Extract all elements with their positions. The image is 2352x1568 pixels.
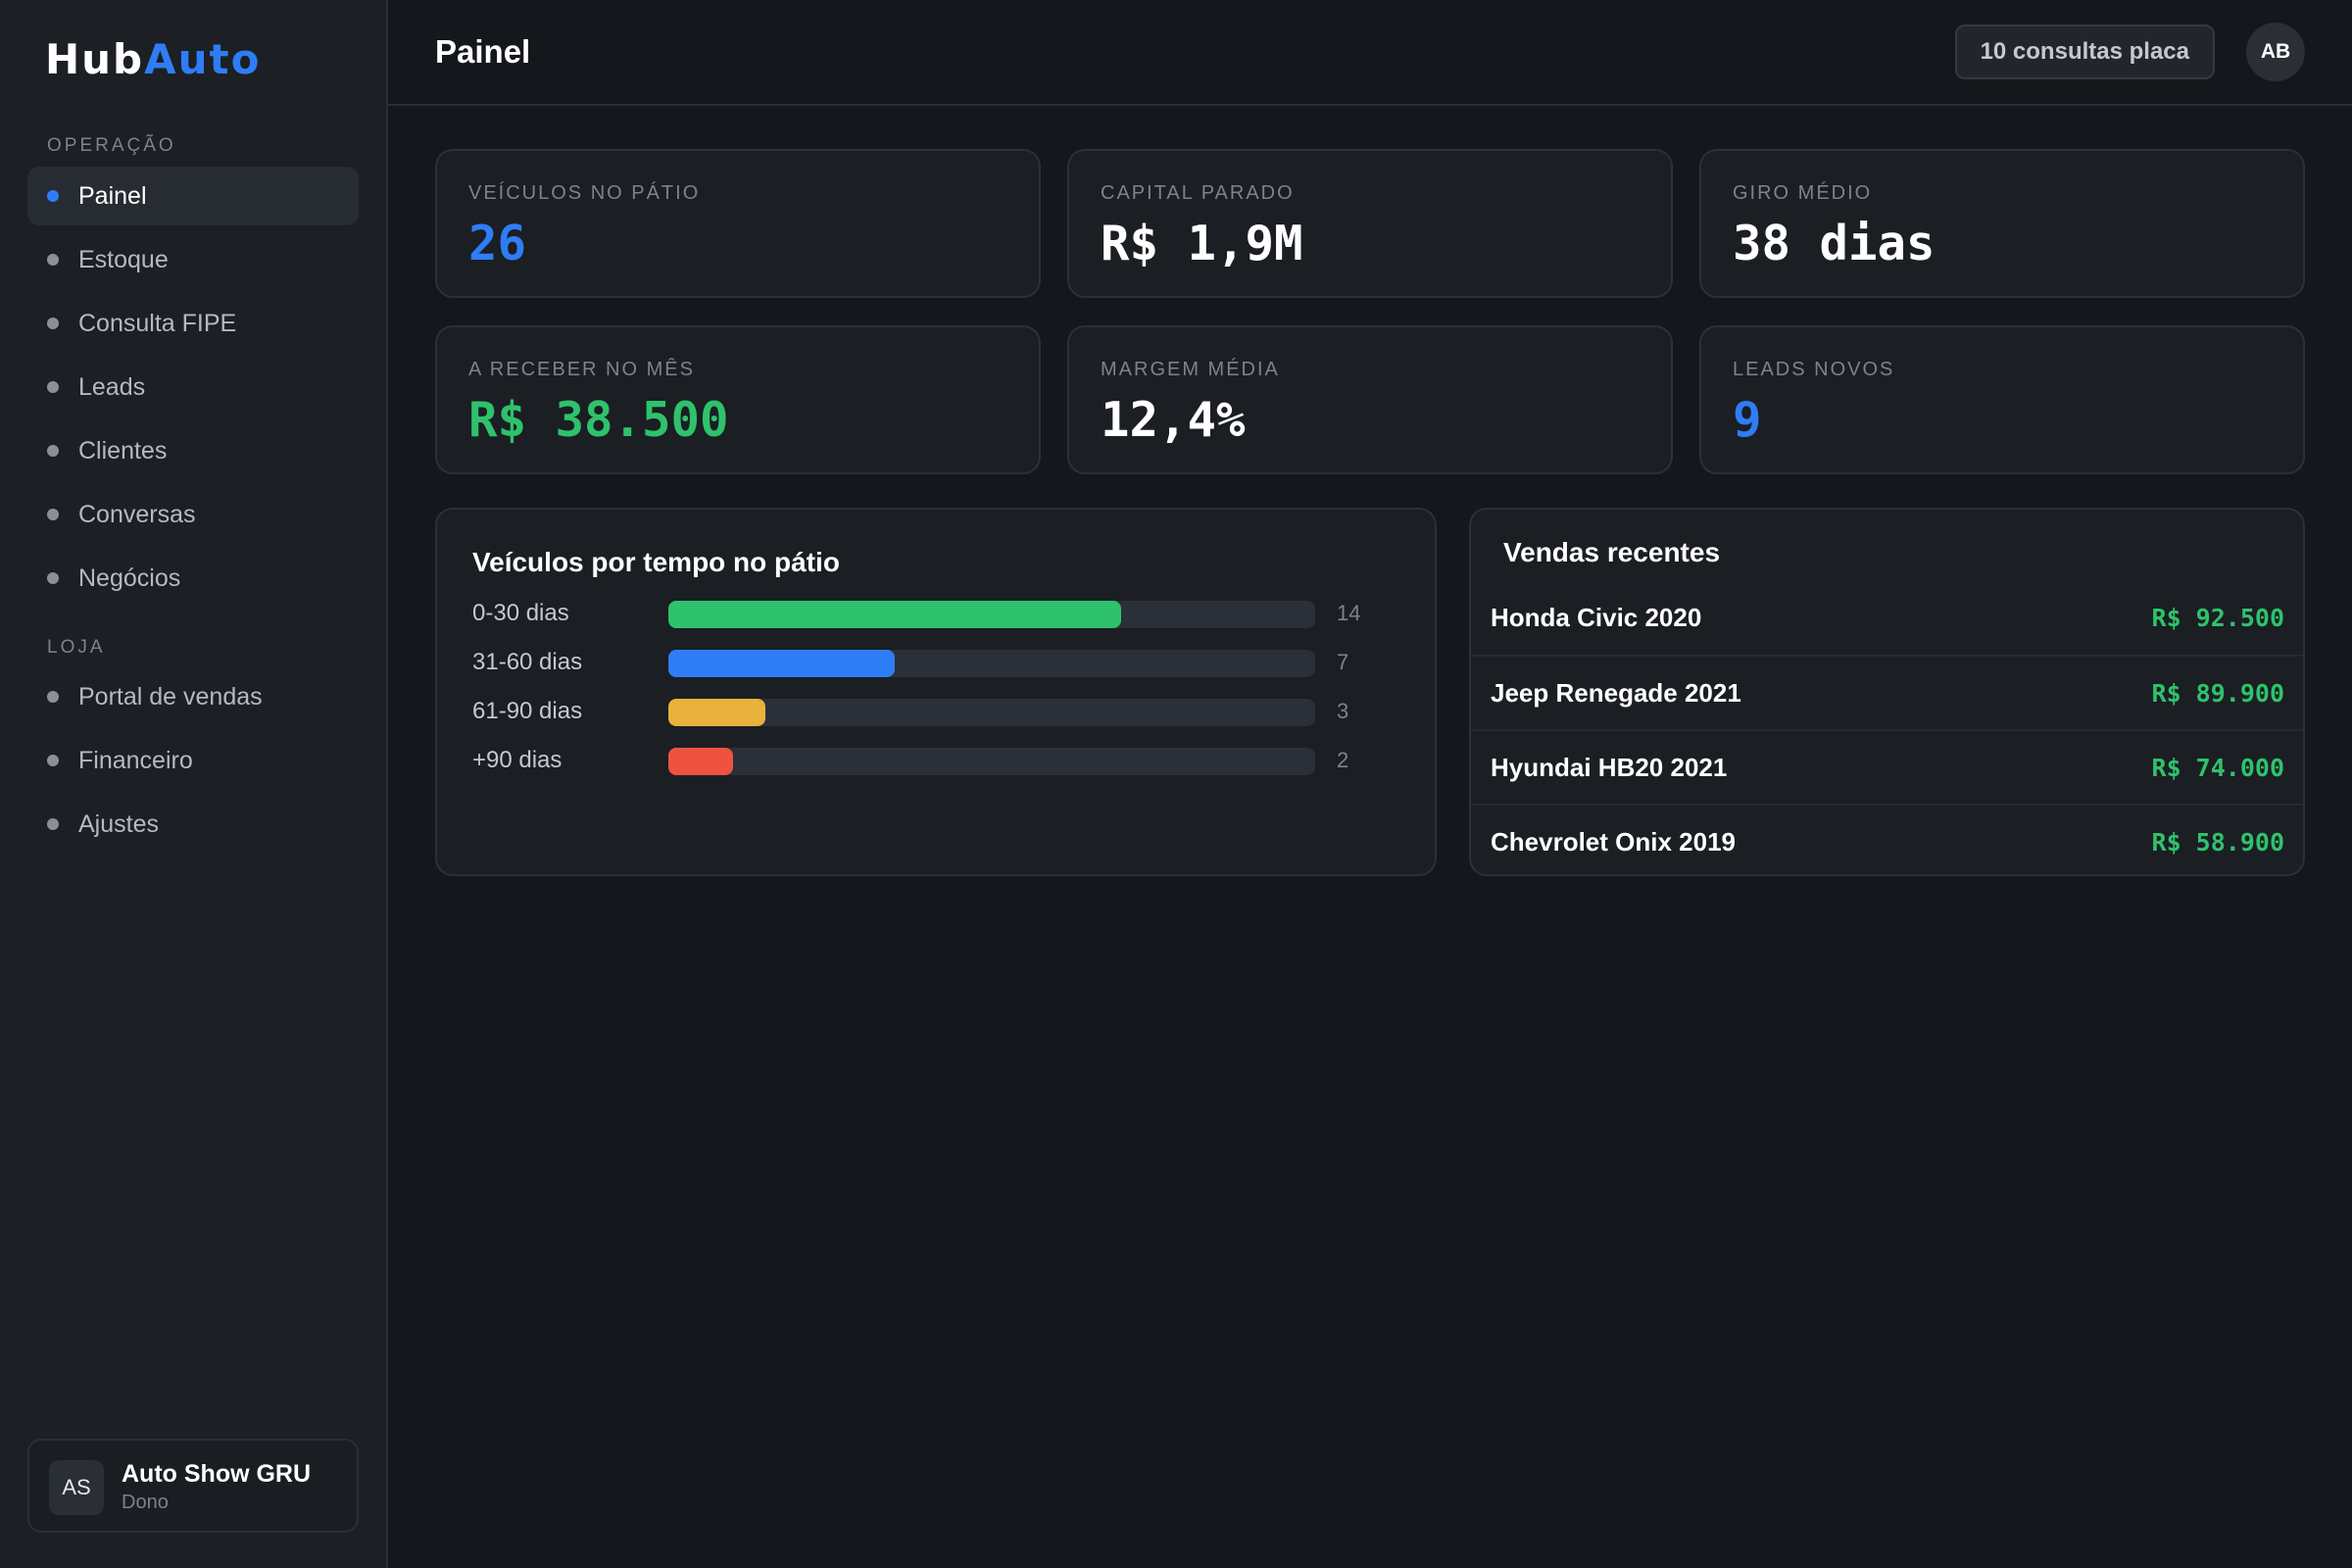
bar-track (668, 699, 1315, 726)
bar-row: 31-60 dias 7 (472, 648, 1413, 677)
kpi-card-veiculos-no-patio: VEÍCULOS NO PÁTIO 26 (435, 149, 1041, 298)
sale-price: R$ 74.000 (2151, 753, 2284, 782)
recent-sales-panel: Vendas recentes Honda Civic 2020 R$ 92.5… (1469, 508, 2305, 876)
plate-lookup-quota-button[interactable]: 10 consultas placa (1954, 24, 2215, 79)
kpi-label: CAPITAL PARADO (1101, 182, 1295, 204)
store-switcher[interactable]: AS Auto Show GRU Dono (27, 1439, 359, 1533)
bar-fill (668, 699, 765, 726)
bullet-icon (47, 818, 59, 830)
bullet-icon (47, 318, 59, 329)
sidebar-item-label: Negócios (78, 564, 181, 592)
sidebar: HubAuto OPERAÇÃO Painel Estoque Consulta… (0, 0, 388, 1568)
sale-row[interactable]: Chevrolet Onix 2019 R$ 58.900 (1471, 804, 2304, 878)
sidebar-item-label: Portal de vendas (78, 682, 263, 710)
sidebar-item-clientes[interactable]: Clientes (27, 421, 359, 480)
bar-row: 61-90 dias 3 (472, 697, 1413, 726)
kpi-label: A RECEBER NO MÊS (468, 359, 695, 380)
kpi-value: 12,4% (1101, 392, 1246, 448)
brand-logo-hub: Hub (45, 35, 145, 83)
kpi-label: GIRO MÉDIO (1733, 182, 1873, 204)
sidebar-item-label: Financeiro (78, 746, 193, 774)
bar-category-label: 61-90 dias (472, 698, 583, 724)
bullet-icon (47, 755, 59, 766)
sale-vehicle-name: Jeep Renegade 2021 (1491, 677, 1741, 708)
nav-section-operacao: OPERAÇÃO (47, 135, 176, 156)
store-role: Dono (122, 1492, 169, 1513)
sidebar-item-painel[interactable]: Painel (27, 167, 359, 225)
bullet-icon (47, 381, 59, 393)
sale-row[interactable]: Jeep Renegade 2021 R$ 89.900 (1471, 655, 2304, 729)
sale-price: R$ 58.900 (2151, 827, 2284, 857)
kpi-value: 38 dias (1733, 216, 1936, 271)
store-name: Auto Show GRU (122, 1460, 312, 1488)
kpi-label: MARGEM MÉDIA (1101, 359, 1280, 380)
sidebar-item-estoque[interactable]: Estoque (27, 230, 359, 289)
sale-vehicle-name: Chevrolet Onix 2019 (1491, 826, 1736, 857)
sidebar-item-label: Consulta FIPE (78, 309, 237, 337)
nav-section-loja: LOJA (47, 637, 106, 658)
bar-row: 0-30 dias 14 (472, 599, 1413, 628)
bullet-icon (47, 509, 59, 520)
sidebar-item-conversas[interactable]: Conversas (27, 485, 359, 544)
bar-row: +90 dias 2 (472, 746, 1413, 775)
sidebar-item-label: Ajustes (78, 809, 159, 838)
kpi-card-giro-medio: GIRO MÉDIO 38 dias (1699, 149, 2305, 298)
top-header: Painel 10 consultas placa AB (388, 0, 2352, 106)
bullet-icon (47, 445, 59, 457)
user-avatar[interactable]: AB (2246, 23, 2305, 81)
sidebar-item-label: Estoque (78, 245, 169, 273)
bar-fill (668, 748, 733, 775)
kpi-value: 9 (1733, 392, 1762, 448)
sale-price: R$ 92.500 (2151, 603, 2284, 632)
recent-sales-title: Vendas recentes (1503, 537, 1721, 567)
store-avatar: AS (49, 1460, 104, 1515)
sidebar-item-financeiro[interactable]: Financeiro (27, 731, 359, 790)
bar-track (668, 748, 1315, 775)
sale-vehicle-name: Hyundai HB20 2021 (1491, 752, 1728, 782)
bar-track (668, 650, 1315, 677)
sidebar-item-leads[interactable]: Leads (27, 358, 359, 416)
bar-value-label: 7 (1337, 650, 1349, 674)
bar-fill (668, 601, 1121, 628)
bar-track (668, 601, 1315, 628)
sidebar-item-consulta-fipe[interactable]: Consulta FIPE (27, 294, 359, 353)
bullet-icon (47, 190, 59, 202)
bar-value-label: 3 (1337, 699, 1349, 723)
kpi-label: LEADS NOVOS (1733, 359, 1895, 380)
sale-row[interactable]: Hyundai HB20 2021 R$ 74.000 (1471, 729, 2304, 804)
bar-category-label: 31-60 dias (472, 649, 583, 675)
kpi-value: R$ 1,9M (1101, 216, 1303, 271)
sidebar-item-ajustes[interactable]: Ajustes (27, 795, 359, 854)
sidebar-item-label: Conversas (78, 500, 196, 528)
brand-logo-auto: Auto (144, 35, 262, 83)
sidebar-item-label: Clientes (78, 436, 168, 465)
kpi-card-leads-novos: LEADS NOVOS 9 (1699, 325, 2305, 474)
sidebar-item-portal-de-vendas[interactable]: Portal de vendas (27, 667, 359, 726)
sidebar-item-label: Painel (78, 181, 147, 210)
bar-value-label: 14 (1337, 601, 1361, 625)
kpi-value: R$ 38.500 (468, 392, 729, 448)
sale-row[interactable]: Honda Civic 2020 R$ 92.500 (1471, 580, 2304, 655)
bullet-icon (47, 572, 59, 584)
bullet-icon (47, 254, 59, 266)
sale-price: R$ 89.900 (2151, 678, 2284, 708)
sale-vehicle-name: Honda Civic 2020 (1491, 602, 1702, 632)
kpi-card-capital-parado: CAPITAL PARADO R$ 1,9M (1067, 149, 1673, 298)
aging-chart-title: Veículos por tempo no pátio (472, 547, 840, 577)
bar-value-label: 2 (1337, 748, 1349, 772)
sidebar-item-label: Leads (78, 372, 146, 401)
bar-category-label: 0-30 dias (472, 600, 569, 626)
kpi-card-a-receber-no-mes: A RECEBER NO MÊS R$ 38.500 (435, 325, 1041, 474)
page-title: Painel (435, 33, 531, 70)
kpi-label: VEÍCULOS NO PÁTIO (468, 182, 701, 204)
aging-chart-panel: Veículos por tempo no pátio 0-30 dias 14 3… (435, 508, 1437, 876)
bullet-icon (47, 691, 59, 703)
bar-category-label: +90 dias (472, 747, 563, 773)
kpi-value: 26 (468, 216, 527, 271)
kpi-card-margem-media: MARGEM MÉDIA 12,4% (1067, 325, 1673, 474)
bar-fill (668, 650, 895, 677)
brand-logo[interactable]: HubAuto (45, 39, 261, 80)
sidebar-item-negocios[interactable]: Negócios (27, 549, 359, 608)
